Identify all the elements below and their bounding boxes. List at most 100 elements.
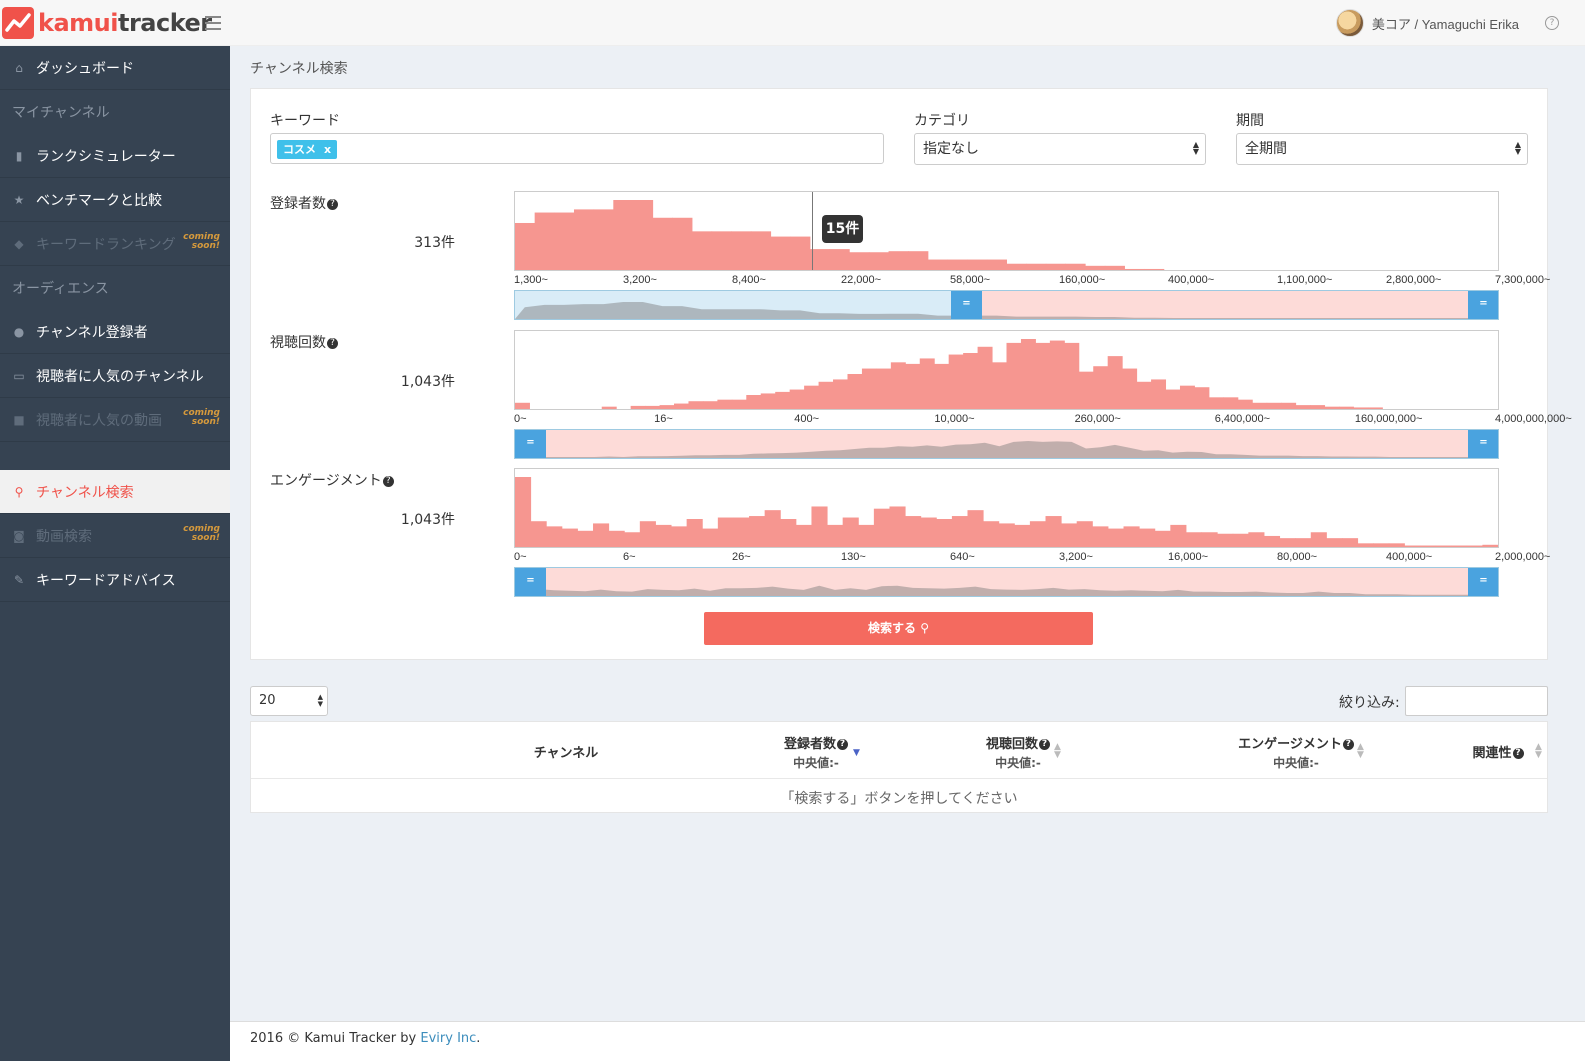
search-button[interactable]: 検索する ⚲ <box>704 612 1093 645</box>
tag-remove-icon[interactable]: x <box>324 143 332 156</box>
sidebar-item-benchmark[interactable]: ★ ベンチマークと比較 <box>0 178 230 222</box>
histogram-bar[interactable] <box>876 368 892 409</box>
histogram-bar[interactable] <box>827 524 844 547</box>
histogram-bar[interactable] <box>1279 538 1296 547</box>
histogram-bar[interactable] <box>1107 528 1125 547</box>
histogram-bar[interactable] <box>998 523 1015 547</box>
histogram-bar[interactable] <box>936 519 953 547</box>
histogram-bar[interactable] <box>733 517 750 547</box>
histogram-bar[interactable] <box>1107 356 1123 409</box>
histogram-bar[interactable] <box>515 402 530 409</box>
histogram-bar[interactable] <box>1076 521 1093 547</box>
histogram-bar[interactable] <box>577 530 594 547</box>
histogram-bar[interactable] <box>593 209 614 270</box>
histogram-bar[interactable] <box>1122 368 1138 409</box>
histogram-bar[interactable] <box>1217 533 1234 547</box>
histogram-bar[interactable] <box>1388 543 1405 547</box>
histogram-bar[interactable] <box>983 521 1000 547</box>
histogram-bar[interactable] <box>1232 533 1249 547</box>
histogram-bar[interactable] <box>731 399 747 409</box>
histogram-bar[interactable] <box>750 231 772 270</box>
histogram-bar[interactable] <box>534 212 555 270</box>
histogram-bar[interactable] <box>1014 524 1031 547</box>
range-selection[interactable] <box>545 430 1468 458</box>
histogram-bar[interactable] <box>1266 402 1282 409</box>
histogram-bar[interactable] <box>861 368 877 409</box>
histogram-bar[interactable] <box>1006 263 1027 270</box>
histogram-bar[interactable] <box>1208 397 1224 409</box>
histogram-bar[interactable] <box>1252 402 1268 409</box>
histogram-bar[interactable] <box>889 506 906 547</box>
histogram-bar[interactable] <box>746 395 762 409</box>
histogram-bar[interactable] <box>873 508 890 547</box>
help-icon[interactable]: ? <box>1039 739 1050 750</box>
sort-icon[interactable]: ▲ ▼ <box>1054 742 1061 760</box>
histogram-bar[interactable] <box>809 249 831 270</box>
column-engagement[interactable]: エンゲージメント? 中央値:- <box>1216 733 1376 771</box>
engagement-histogram[interactable] <box>514 468 1499 548</box>
histogram-bar[interactable] <box>1185 532 1203 547</box>
subscribers-histogram[interactable] <box>514 191 1499 271</box>
histogram-bar[interactable] <box>948 354 964 409</box>
histogram-bar[interactable] <box>1295 405 1311 409</box>
histogram-bar[interactable] <box>1338 406 1354 409</box>
sort-desc-icon[interactable]: ▼ <box>853 748 860 758</box>
logo[interactable]: kamuitracker <box>2 6 212 40</box>
range-handle-left[interactable]: = <box>951 291 982 319</box>
histogram-bar[interactable] <box>717 399 733 409</box>
column-relevance[interactable]: 関連性? <box>1463 742 1533 761</box>
histogram-bar[interactable] <box>1353 407 1369 409</box>
histogram-bar[interactable] <box>1466 545 1483 547</box>
histogram-bar[interactable] <box>1451 545 1468 547</box>
histogram-bar[interactable] <box>764 510 781 547</box>
histogram-bar[interactable] <box>780 519 797 547</box>
histogram-bar[interactable] <box>849 252 870 270</box>
histogram-bar[interactable] <box>749 516 766 547</box>
range-handle-right[interactable]: = <box>1468 291 1498 319</box>
histogram-bar[interactable] <box>868 252 890 270</box>
histogram-bar[interactable] <box>1310 532 1327 547</box>
histogram-bar[interactable] <box>554 212 575 270</box>
footer-link[interactable]: Eviry Inc <box>420 1031 477 1046</box>
histogram-bar[interactable] <box>702 528 719 547</box>
histogram-bar[interactable] <box>1201 532 1218 547</box>
histogram-bar[interactable] <box>908 251 929 270</box>
histogram-bar[interactable] <box>1151 379 1167 409</box>
histogram-bar[interactable] <box>1124 268 1145 270</box>
column-subscribers[interactable]: 登録者数? 中央値:- <box>761 733 871 771</box>
histogram-bar[interactable] <box>1295 538 1312 547</box>
histogram-bar[interactable] <box>731 231 752 270</box>
range-handle-right[interactable]: = <box>1468 568 1498 596</box>
histogram-bar[interactable] <box>1064 342 1080 409</box>
histogram-bar[interactable] <box>818 381 834 409</box>
histogram-bar[interactable] <box>688 401 704 409</box>
sort-icon[interactable]: ▲ ▼ <box>1535 742 1542 760</box>
histogram-bar[interactable] <box>1085 265 1106 270</box>
help-icon[interactable]: ? <box>1342 739 1354 750</box>
histogram-bar[interactable] <box>1144 268 1165 270</box>
histogram-bar[interactable] <box>770 236 791 270</box>
filter-input[interactable] <box>1405 686 1548 716</box>
histogram-bar[interactable] <box>1281 402 1297 409</box>
histogram-bar[interactable] <box>1237 399 1253 409</box>
histogram-bar[interactable] <box>847 374 863 409</box>
histogram-bar[interactable] <box>645 405 661 409</box>
histogram-bar[interactable] <box>1223 397 1239 409</box>
histogram-bar[interactable] <box>986 259 1007 270</box>
histogram-bar[interactable] <box>804 385 820 409</box>
histogram-bar[interactable] <box>691 231 713 270</box>
histogram-bar[interactable] <box>1263 535 1281 547</box>
histogram-bar[interactable] <box>888 251 909 270</box>
help-icon[interactable]: ? <box>1545 16 1559 30</box>
category-select[interactable]: 指定なし ▲ ▼ <box>914 133 1206 165</box>
histogram-bar[interactable] <box>1404 545 1421 547</box>
histogram-bar[interactable] <box>1092 526 1109 547</box>
histogram-bar[interactable] <box>1139 528 1156 547</box>
histogram-bar[interactable] <box>967 259 988 270</box>
histogram-bar[interactable] <box>1006 342 1022 409</box>
histogram-bar[interactable] <box>717 517 734 547</box>
sidebar-item-channel-search[interactable]: ⚲ チャンネル検索 <box>0 470 230 514</box>
histogram-bar[interactable] <box>639 521 656 547</box>
engagement-range-slider[interactable]: = = <box>514 567 1499 597</box>
histogram-bar[interactable] <box>1435 545 1452 547</box>
